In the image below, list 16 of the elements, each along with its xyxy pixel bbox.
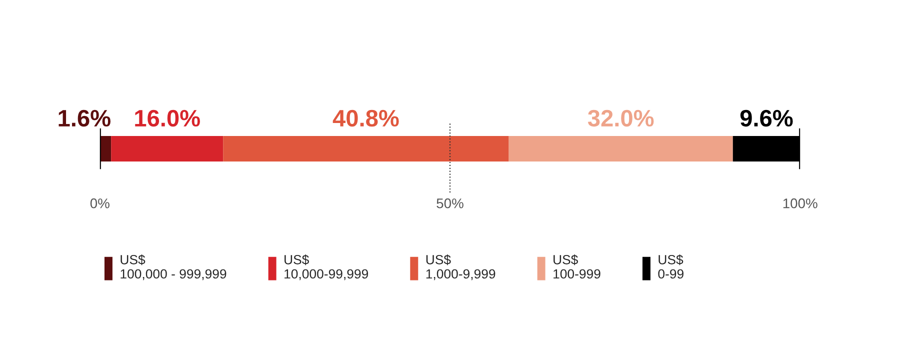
legend-label: US$ 10,000-99,999 (284, 254, 368, 280)
x-tick-label: 0% (90, 198, 110, 208)
data-label: 1.6% (58, 110, 110, 127)
data-label: 40.8% (332, 110, 399, 127)
data-label: 9.6% (740, 110, 793, 127)
bar (223, 136, 509, 162)
x-tick-label: 50% (436, 198, 464, 208)
legend-label: US$ 100,000 - 999,999 (120, 254, 226, 280)
legend-label: US$ 1,000-9,999 (426, 254, 496, 280)
bar (111, 136, 224, 162)
x-tick-label: 100% (783, 198, 818, 208)
data-label: 32.0% (588, 110, 654, 127)
bar (508, 136, 733, 162)
legend-label: US$ 0-99 (658, 254, 684, 279)
legend-label: US$ 100-999 (554, 254, 600, 279)
data-label: 16.0% (135, 110, 200, 127)
